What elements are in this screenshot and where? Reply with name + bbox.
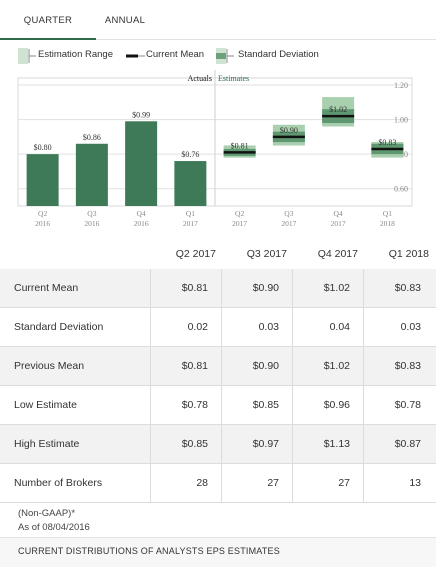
x-tick-label-year: 2017 (331, 219, 346, 228)
row-label: Low Estimate (14, 399, 78, 411)
table-cell: $0.83 (363, 269, 429, 308)
row-label: Current Mean (14, 282, 79, 294)
actual-value-label: $0.80 (34, 143, 52, 152)
actual-value-label: $0.76 (181, 150, 199, 159)
row-label: Standard Deviation (14, 321, 104, 333)
x-tick-label-year: 2017 (183, 219, 198, 228)
table-cell: 27 (221, 464, 287, 503)
table-header-cell: Q4 2017 (317, 248, 358, 260)
table-cell: $1.13 (292, 425, 358, 464)
table-cell: $0.97 (221, 425, 287, 464)
eps-chart: 1.201.000.800.60ActualsEstimates$0.80$0.… (17, 70, 413, 228)
x-tick-label-quarter: Q1 (383, 209, 392, 218)
table-row: Current Mean $0.81 $0.90 $1.02 $0.83 (0, 269, 436, 308)
x-tick-label-year: 2017 (281, 219, 296, 228)
y-tick-label: 1.20 (394, 81, 408, 90)
legend-standard-deviation-label: Standard Deviation (238, 49, 319, 60)
table-cell: $0.83 (363, 347, 429, 386)
estimates-annotation: Estimates (218, 74, 249, 83)
table-header-cell: Q3 2017 (246, 248, 287, 260)
x-tick-label-quarter: Q1 (186, 209, 195, 218)
actual-bar (26, 154, 59, 206)
table-cell: $1.02 (292, 269, 358, 308)
table-cell: $0.85 (221, 386, 287, 425)
tab-quarter[interactable]: QUARTER (0, 0, 96, 40)
distributions-title: CURRENT DISTRIBUTIONS OF ANALYSTS EPS ES… (18, 546, 280, 556)
y-tick-label: 0.60 (394, 185, 408, 194)
footnote-non-gaap: (Non-GAAP)* (18, 508, 76, 519)
period-tabs: QUARTER ANNUAL (0, 0, 436, 40)
actual-bar (174, 161, 207, 206)
x-tick-label-year: 2016 (84, 219, 99, 228)
table-cell: $0.85 (150, 425, 216, 464)
x-tick-label-quarter: Q4 (137, 209, 146, 218)
actual-value-label: $0.86 (83, 133, 101, 142)
x-tick-label-quarter: Q3 (284, 209, 293, 218)
table-cell: 0.04 (292, 308, 358, 347)
estimate-value-label: $0.90 (280, 126, 298, 135)
estimate-value-label: $0.83 (378, 138, 396, 147)
table-cell: $0.87 (363, 425, 429, 464)
actual-bar (75, 143, 108, 206)
x-tick-label-year: 2016 (134, 219, 149, 228)
table-cell: $0.90 (221, 347, 287, 386)
estimate-value-label: $0.81 (231, 141, 249, 150)
table-header-cell: Q1 2018 (388, 248, 429, 260)
y-tick-label: 1.00 (394, 116, 408, 125)
table-cell: 13 (363, 464, 429, 503)
table-cell: $0.96 (292, 386, 358, 425)
table-header-cell: Q2 2017 (175, 248, 216, 260)
x-tick-label-quarter: Q2 (235, 209, 244, 218)
standard-deviation-icon (216, 48, 234, 64)
table-cell: $1.02 (292, 347, 358, 386)
estimate-value-label: $1.02 (329, 105, 347, 114)
actual-bar (125, 121, 158, 206)
table-cell: 27 (292, 464, 358, 503)
actual-value-label: $0.99 (132, 110, 150, 119)
table-cell: 28 (150, 464, 216, 503)
legend-estimation-range-label: Estimation Range (38, 49, 113, 60)
table-cell: 0.02 (150, 308, 216, 347)
table-cell: $0.81 (150, 269, 216, 308)
row-label: High Estimate (14, 438, 80, 450)
x-tick-label-year: 2018 (380, 219, 395, 228)
row-label: Previous Mean (14, 360, 85, 372)
table-cell: $0.90 (221, 269, 287, 308)
x-tick-label-quarter: Q4 (334, 209, 343, 218)
actuals-annotation: Actuals (188, 74, 212, 83)
table-row: Standard Deviation 0.02 0.03 0.04 0.03 (0, 308, 436, 347)
row-label: Number of Brokers (14, 477, 103, 489)
table-cell: $0.81 (150, 347, 216, 386)
x-tick-label-quarter: Q3 (87, 209, 96, 218)
table-row: High Estimate $0.85 $0.97 $1.13 $0.87 (0, 425, 436, 464)
table-cell: $0.78 (363, 386, 429, 425)
table-row: Previous Mean $0.81 $0.90 $1.02 $0.83 (0, 347, 436, 386)
table-cell: $0.78 (150, 386, 216, 425)
tab-annual[interactable]: ANNUAL (104, 15, 146, 26)
table-cell: 0.03 (221, 308, 287, 347)
current-mean-icon (126, 54, 145, 58)
x-tick-label-year: 2016 (35, 219, 50, 228)
legend-current-mean-label: Current Mean (146, 49, 205, 60)
footnote-as-of-date: As of 08/04/2016 (18, 522, 90, 533)
table-row: Low Estimate $0.78 $0.85 $0.96 $0.78 (0, 386, 436, 425)
x-tick-label-quarter: Q2 (38, 209, 47, 218)
table-cell: 0.03 (363, 308, 429, 347)
table-row: Number of Brokers 28 27 27 13 (0, 464, 436, 503)
estimation-range-icon (18, 48, 36, 64)
table-header: Q2 2017 Q3 2017 Q4 2017 Q1 2018 (0, 243, 436, 269)
distributions-section-header: CURRENT DISTRIBUTIONS OF ANALYSTS EPS ES… (0, 537, 436, 567)
x-tick-label-year: 2017 (232, 219, 247, 228)
